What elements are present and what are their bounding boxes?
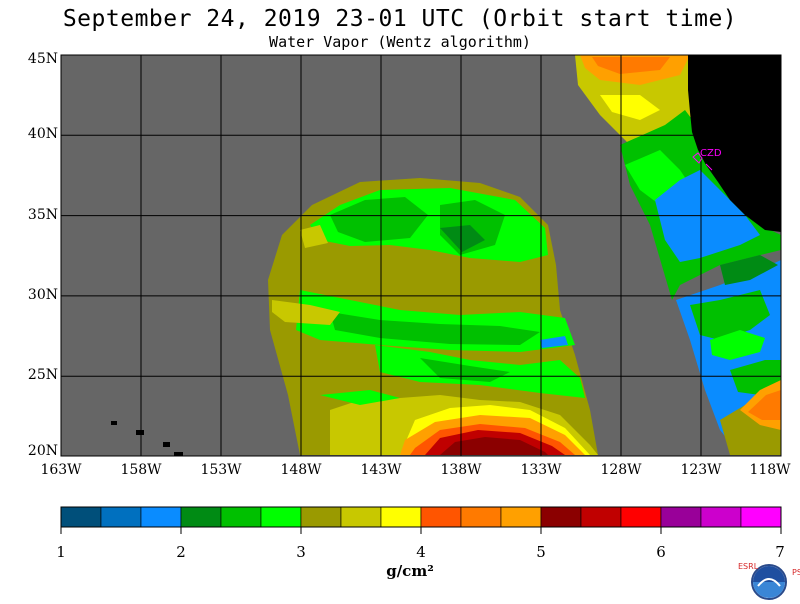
lon-label: 143W <box>360 462 402 478</box>
colorbar-swatch <box>460 506 502 528</box>
colorbar-tick-label: 3 <box>296 543 306 561</box>
esrl-letters: ESRL <box>738 562 759 571</box>
colorbar-swatch <box>260 506 302 528</box>
colorbar-tick-label: 1 <box>56 543 66 561</box>
colorbar-swatch <box>740 506 782 528</box>
lon-label: 158W <box>120 462 162 478</box>
noaa-logo: ESRL PSD <box>738 560 800 600</box>
colorbar-swatch <box>180 506 222 528</box>
lat-label: 25N <box>27 367 58 384</box>
colorbar-swatch <box>620 506 662 528</box>
lon-label: 118W <box>749 462 791 478</box>
colorbar-swatch <box>140 506 182 528</box>
lat-label: 30N <box>27 286 58 303</box>
colorbar-tick-label: 6 <box>656 543 666 561</box>
land-mass <box>688 55 781 232</box>
lon-label: 163W <box>40 462 82 478</box>
hawaii-islands <box>111 421 183 456</box>
map-subtitle: Water Vapor (Wentz algorithm) <box>269 33 531 51</box>
colorbar-swatch <box>500 506 542 528</box>
lat-label: 20N <box>27 443 58 459</box>
lon-label: 133W <box>520 462 562 478</box>
west-swath <box>268 178 598 455</box>
station-label: CZD <box>700 148 722 159</box>
lon-label: 128W <box>600 462 642 478</box>
colorbar-swatch <box>660 506 702 528</box>
colorbar-swatch <box>220 506 262 528</box>
map-frame <box>60 54 782 457</box>
lon-label: 148W <box>280 462 322 478</box>
colorbar-swatch <box>700 506 742 528</box>
colorbar-swatch <box>420 506 462 528</box>
lon-label: 123W <box>680 462 722 478</box>
colorbar-frame <box>60 506 782 528</box>
colorbar-tick-label: 2 <box>176 543 186 561</box>
noaa-emblem <box>751 564 787 600</box>
map-title: September 24, 2019 23-01 UTC (Orbit star… <box>62 6 738 32</box>
lat-label: 45N <box>27 51 58 67</box>
colorbar-tick-label: 7 <box>775 543 785 561</box>
colorbar-swatch <box>540 506 582 528</box>
colorbar-swatch <box>340 506 382 528</box>
lon-label: 138W <box>440 462 482 478</box>
colorbar-swatch <box>380 506 422 528</box>
lat-label: 40N <box>27 126 58 143</box>
lon-label: 153W <box>200 462 242 478</box>
psd-letters: PSD <box>792 568 800 577</box>
lat-label: 35N <box>27 206 58 223</box>
station-marker <box>692 152 713 171</box>
colorbar <box>60 506 782 534</box>
colorbar-units: g/cm² <box>386 562 434 580</box>
colorbar-swatch <box>300 506 342 528</box>
colorbar-swatch <box>100 506 142 528</box>
colorbar-tick-label: 4 <box>416 543 426 561</box>
colorbar-swatch <box>60 506 102 528</box>
lat-lon-grid <box>61 55 781 456</box>
colorbar-swatch <box>580 506 622 528</box>
colorbar-tick-label: 5 <box>536 543 546 561</box>
